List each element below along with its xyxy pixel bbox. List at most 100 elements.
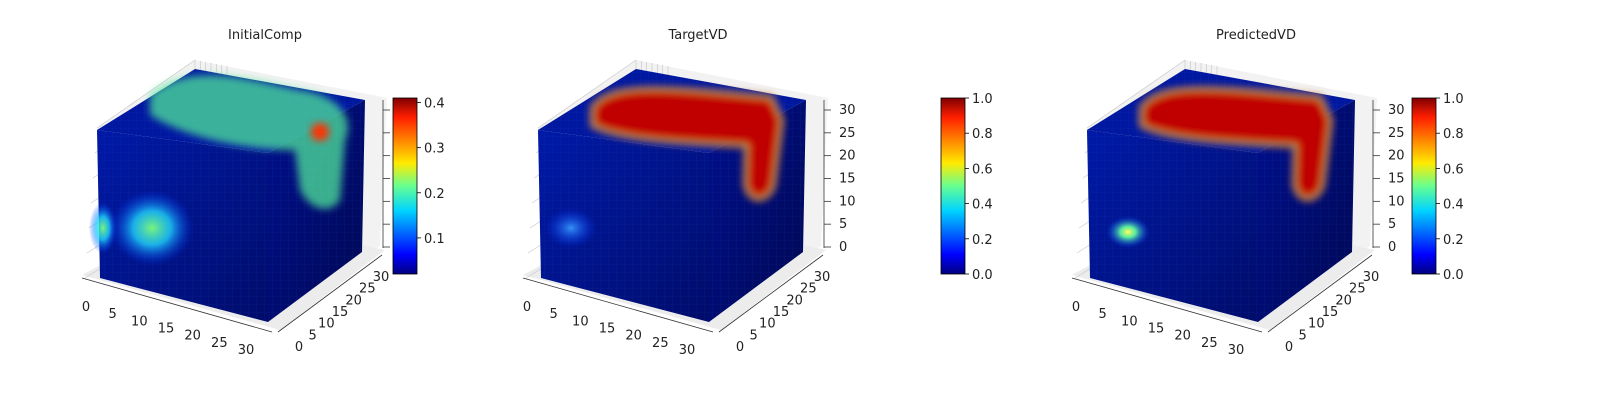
colorbar-tick-label: 0.1 xyxy=(424,232,445,247)
blob-front xyxy=(1106,216,1150,248)
x-tick-label: 20 xyxy=(184,329,201,344)
x-tick-label: 20 xyxy=(625,329,642,344)
voxel-grid xyxy=(1258,100,1355,322)
blob-front xyxy=(545,208,597,248)
hot-spot xyxy=(311,123,329,141)
y-tick-label: 0 xyxy=(295,340,303,355)
z-tick-label: 0 xyxy=(839,240,847,255)
colorbar-tick-label: 0.4 xyxy=(424,97,445,112)
x-tick-label: 25 xyxy=(652,336,669,351)
x-tick-label: 15 xyxy=(158,322,175,337)
grid-line xyxy=(96,59,196,129)
z-tick-label: 15 xyxy=(839,172,856,187)
y-tick-label: 15 xyxy=(773,305,790,320)
z-tick-label: 25 xyxy=(1388,126,1405,141)
z-tick-label: 5 xyxy=(1388,217,1396,232)
z-tick-label: 10 xyxy=(839,194,856,209)
y-tick-label: 5 xyxy=(1299,328,1307,343)
x-tick-label: 15 xyxy=(599,322,616,337)
colorbar-tick-label: 1.0 xyxy=(1443,92,1464,107)
chart-title: InitialComp xyxy=(228,28,302,43)
colorbar-tick-label: 0.3 xyxy=(424,142,445,157)
x-axis xyxy=(81,277,273,333)
y-tick-label: 15 xyxy=(332,305,349,320)
colorbar-tick-label: 0.8 xyxy=(972,127,993,142)
blob-front xyxy=(110,190,194,266)
blob-top xyxy=(150,75,348,209)
z-tick-label: 30 xyxy=(839,103,856,118)
colorbar-tick-label: 0.2 xyxy=(424,187,445,202)
colorbar-tick-label: 0.0 xyxy=(972,268,993,283)
y-tick-label: 30 xyxy=(373,270,390,285)
y-tick-label: 5 xyxy=(750,328,758,343)
voxel-grid xyxy=(538,130,709,322)
band-halo xyxy=(591,88,783,200)
y-tick-label: 20 xyxy=(786,293,803,308)
voxel-grid xyxy=(1087,130,1258,322)
y-axis xyxy=(277,254,383,333)
x-tick-label: 0 xyxy=(1072,300,1080,315)
colorbar xyxy=(1411,97,1437,275)
z-tick-label: 15 xyxy=(1388,172,1405,187)
x-tick-label: 20 xyxy=(1174,329,1191,344)
colorbar-tick-label: 0.2 xyxy=(972,233,993,248)
y-tick-label: 10 xyxy=(759,317,776,332)
y-tick-label: 5 xyxy=(309,328,317,343)
x-tick-label: 0 xyxy=(523,300,531,315)
y-tick-label: 10 xyxy=(318,317,335,332)
y-tick-label: 20 xyxy=(1335,293,1352,308)
x-tick-label: 5 xyxy=(550,307,558,322)
colorbar-tick-label: 0.4 xyxy=(972,198,993,213)
colorbar xyxy=(940,97,966,275)
y-tick-label: 25 xyxy=(359,282,376,297)
band-halo xyxy=(1140,88,1332,200)
x-tick-label: 10 xyxy=(1121,314,1138,329)
colorbar-tick-label: 0.8 xyxy=(1443,127,1464,142)
y-axis xyxy=(718,254,824,333)
y-tick-label: 25 xyxy=(1349,282,1366,297)
voxel-grid xyxy=(709,100,806,322)
chart-title: PredictedVD xyxy=(1216,28,1296,43)
x-tick-label: 30 xyxy=(1228,343,1245,358)
y-tick-label: 20 xyxy=(345,293,362,308)
x-axis xyxy=(522,277,714,333)
z-tick-label: 20 xyxy=(839,149,856,164)
z-tick-label: 25 xyxy=(839,126,856,141)
x-axis xyxy=(1071,277,1263,333)
blob-edge xyxy=(89,202,117,254)
x-tick-label: 10 xyxy=(572,314,589,329)
x-tick-label: 15 xyxy=(1148,322,1165,337)
x-tick-label: 25 xyxy=(211,336,228,351)
x-tick-label: 25 xyxy=(1201,336,1218,351)
y-axis xyxy=(1267,254,1373,333)
y-tick-label: 10 xyxy=(1308,317,1325,332)
colorbar-tick-label: 0.0 xyxy=(1443,268,1464,283)
grid-line xyxy=(1086,59,1186,129)
z-tick-label: 0 xyxy=(1388,240,1396,255)
grid-line xyxy=(537,59,637,129)
z-tick-label: 20 xyxy=(1388,149,1405,164)
chart-title: TargetVD xyxy=(667,28,727,43)
z-tick-label: 30 xyxy=(1388,103,1405,118)
x-tick-label: 5 xyxy=(1099,307,1107,322)
z-tick-label: 10 xyxy=(1388,194,1405,209)
x-tick-label: 30 xyxy=(679,343,696,358)
colorbar xyxy=(392,97,418,275)
y-tick-label: 30 xyxy=(1363,270,1380,285)
y-tick-label: 25 xyxy=(800,282,817,297)
x-tick-label: 10 xyxy=(131,314,148,329)
x-tick-label: 30 xyxy=(238,343,255,358)
colorbar-tick-label: 0.2 xyxy=(1443,233,1464,248)
colorbar-tick-label: 1.0 xyxy=(972,92,993,107)
y-tick-label: 15 xyxy=(1322,305,1339,320)
colorbar-tick-label: 0.6 xyxy=(1443,162,1464,177)
x-tick-label: 0 xyxy=(82,300,90,315)
z-tick-label: 5 xyxy=(839,217,847,232)
colorbar-tick-label: 0.6 xyxy=(972,162,993,177)
x-tick-label: 5 xyxy=(109,307,117,322)
y-tick-label: 0 xyxy=(736,340,744,355)
